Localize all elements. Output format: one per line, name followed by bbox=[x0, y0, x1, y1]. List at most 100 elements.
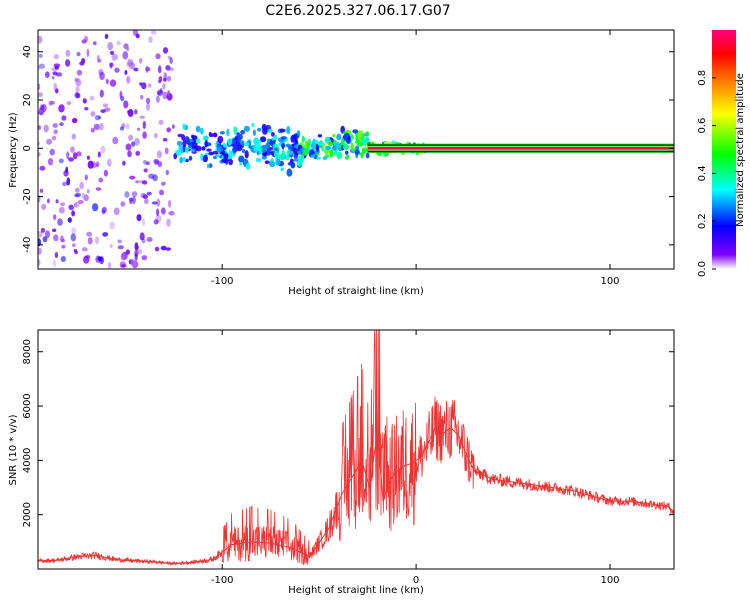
spectrogram-cell bbox=[44, 71, 50, 78]
spectrogram-cell bbox=[98, 68, 104, 76]
spectrogram-cell bbox=[38, 247, 42, 255]
spectrogram-cell bbox=[347, 135, 351, 142]
spectrogram-cell bbox=[50, 101, 55, 105]
spectrogram-cell bbox=[55, 72, 63, 77]
spectrogram-cell bbox=[335, 141, 340, 150]
spectrogram-cell bbox=[286, 168, 293, 177]
y-tick-label: 40 bbox=[22, 45, 33, 58]
snr-x-ticks: -100 0 100 bbox=[211, 330, 620, 586]
spectrogram-cell bbox=[75, 192, 82, 197]
spectrogram-cell bbox=[188, 155, 193, 161]
spectrogram-cell bbox=[352, 129, 359, 134]
spectrogram-cell bbox=[260, 136, 267, 143]
spectrogram-cell bbox=[51, 76, 55, 80]
spectrogram-cell bbox=[66, 101, 72, 105]
spectrogram-cell bbox=[47, 198, 50, 204]
colorbar-tick-label: 0.6 bbox=[697, 118, 708, 134]
spectrogram-cell bbox=[59, 122, 64, 126]
spectrogram-cell bbox=[77, 200, 84, 204]
spectrogram-cell bbox=[76, 69, 83, 76]
spectrogram-cell bbox=[141, 255, 148, 261]
spectrogram-cell bbox=[304, 141, 308, 146]
spectrogram-cell bbox=[286, 126, 291, 135]
spectrogram-cell bbox=[310, 149, 314, 156]
spectrogram-cell bbox=[92, 41, 97, 46]
spectrogram-cell bbox=[156, 150, 162, 159]
spectrogram-cell bbox=[316, 156, 321, 160]
y-tick-label: 20 bbox=[22, 94, 33, 107]
spectrogram-cell bbox=[141, 238, 146, 244]
spectrogram-cell bbox=[264, 160, 270, 164]
spectrogram-cell bbox=[39, 165, 46, 171]
spectrogram-cell bbox=[281, 149, 285, 158]
spectrogram-cell bbox=[165, 65, 171, 71]
spectrogram-cell bbox=[325, 145, 332, 150]
spectrogram-cell bbox=[52, 228, 57, 232]
spectrogram-cell bbox=[128, 134, 134, 141]
spectrogram-cell bbox=[216, 145, 223, 153]
spectrogram-cell bbox=[204, 140, 208, 148]
spectrogram-cell bbox=[168, 67, 174, 71]
spectrogram-cell bbox=[120, 264, 127, 268]
spectrogram-cell bbox=[191, 142, 198, 149]
spectrogram-cell bbox=[99, 122, 104, 131]
spectrogram-cell bbox=[182, 123, 186, 130]
spectrogram-cell bbox=[131, 191, 138, 197]
spectrogram-cell bbox=[153, 158, 160, 164]
spectrogram-cell bbox=[127, 109, 134, 117]
spectrogram-cell bbox=[99, 89, 104, 98]
y-tick-label: -40 bbox=[22, 237, 33, 253]
spectrogram-cell bbox=[96, 161, 100, 167]
snr-noise-line bbox=[38, 330, 674, 566]
spectrogram-cell bbox=[134, 109, 138, 115]
spectrogram-cell bbox=[146, 102, 150, 111]
spectrogram-cell bbox=[95, 187, 102, 191]
spectrogram-cell bbox=[38, 65, 41, 71]
spectrogram-cell bbox=[163, 77, 167, 82]
spectrogram-cell bbox=[57, 218, 63, 226]
spectrogram-cell bbox=[54, 251, 59, 259]
spectrogram-cell bbox=[290, 134, 297, 143]
spectrogram-cell bbox=[90, 128, 95, 133]
spectrogram-cell bbox=[127, 150, 132, 158]
spectrogram-cell bbox=[109, 79, 117, 87]
spectrogram-cell bbox=[238, 155, 245, 163]
spectrogram-cell bbox=[217, 135, 224, 144]
spectrogram-cell bbox=[49, 148, 55, 156]
spectrogram-cell bbox=[166, 127, 171, 133]
spectrogram-cell bbox=[274, 147, 279, 151]
spectrogram-cell bbox=[128, 62, 136, 70]
spectrogram-cell bbox=[98, 58, 102, 63]
spectrogram-cell bbox=[126, 61, 130, 67]
spectrogram-cell bbox=[262, 151, 268, 157]
spectrogram-cell bbox=[355, 145, 359, 150]
spectrogram-cell bbox=[38, 92, 43, 98]
spectrogram-cell bbox=[98, 115, 102, 120]
spectrogram-cell bbox=[38, 35, 43, 44]
spectrogram-cell bbox=[145, 161, 150, 166]
spectrogram-cell bbox=[86, 155, 90, 160]
spectrogram-cell bbox=[142, 218, 146, 226]
spectrogram-cell bbox=[71, 117, 78, 124]
spectrogram-cell bbox=[259, 146, 263, 155]
spectrogram-x-ticks: -100 100 bbox=[211, 30, 620, 287]
spectrogram-cell bbox=[38, 231, 43, 238]
spectrogram-cell bbox=[71, 227, 77, 234]
spectrogram-cell bbox=[213, 133, 218, 138]
spectrogram-cell bbox=[269, 161, 276, 168]
snr-y-ticks: 2000 4000 6000 8000 bbox=[22, 339, 674, 527]
spectrogram-cell bbox=[72, 152, 78, 160]
spectrogram-cell bbox=[60, 235, 64, 243]
spectrogram-cell bbox=[119, 90, 123, 99]
spectrogram-cell bbox=[270, 132, 275, 137]
spectrogram-cell bbox=[156, 208, 160, 217]
spectrogram-cell bbox=[344, 150, 349, 155]
spectrogram-cell bbox=[151, 201, 158, 205]
spectrogram-cell bbox=[150, 30, 157, 35]
spectrogram-cell bbox=[103, 169, 108, 177]
y-tick-label: 2000 bbox=[22, 502, 33, 527]
spectrogram-cell bbox=[182, 157, 186, 162]
spectrogram-cell bbox=[158, 65, 162, 74]
spectrogram-cell bbox=[87, 160, 94, 169]
spectrogram-cell bbox=[135, 245, 140, 250]
